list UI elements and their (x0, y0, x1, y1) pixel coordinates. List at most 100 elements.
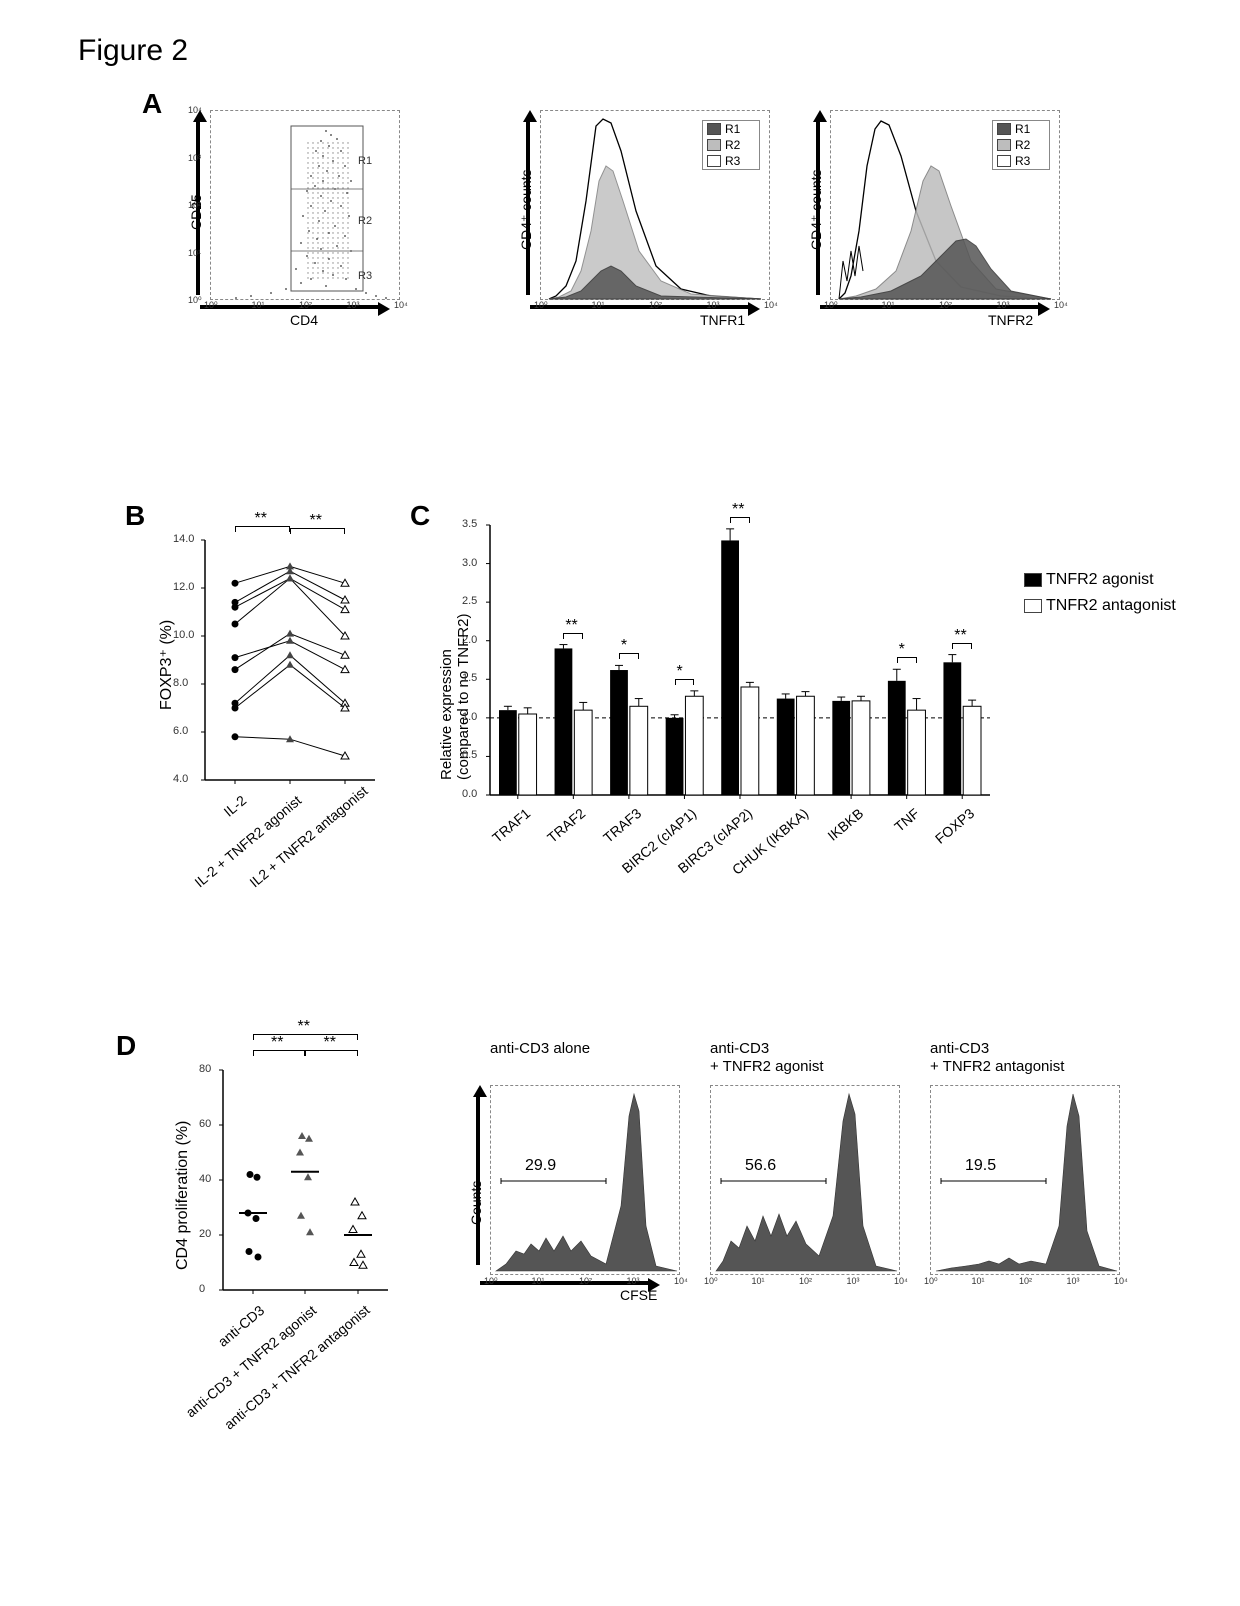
log-tick: 10⁴ (188, 105, 202, 115)
log-tick: 10² (188, 200, 201, 210)
y-tick: 6.0 (173, 725, 188, 737)
log-tick: 10² (649, 300, 662, 310)
y-tick: 0.5 (462, 749, 477, 761)
region-label-r2: R2 (358, 215, 372, 227)
log-tick: 10⁰ (188, 295, 202, 306)
hist-title: anti-CD3 alone (490, 1040, 590, 1057)
log-tick: 10⁴ (894, 1276, 908, 1286)
log-tick: 10³ (627, 1276, 640, 1286)
x-tick: IL2 + TNFR2 antagonist (246, 792, 359, 890)
log-tick: 10² (939, 300, 952, 310)
y-tick: 3.0 (462, 557, 477, 569)
panel-label-b: B (125, 500, 145, 532)
legend-c: TNFR2 agonist TNFR2 antagonist (1020, 570, 1180, 616)
legend-label: TNFR2 agonist (1046, 571, 1154, 589)
panel-d-plot (185, 1040, 405, 1310)
panel-c-plot (445, 510, 1005, 810)
log-tick: 10⁰ (824, 300, 838, 311)
log-tick: 10⁴ (1114, 1276, 1128, 1286)
log-tick: 10⁴ (674, 1276, 688, 1286)
hist-percent: 56.6 (745, 1157, 776, 1175)
legend-label: R3 (1015, 154, 1030, 168)
y-tick: 8.0 (173, 677, 188, 689)
log-tick: 10⁰ (924, 1276, 938, 1287)
sig-label: * (676, 663, 682, 681)
log-tick: 10¹ (532, 1276, 545, 1286)
legend-tnfr2: R1 R2 R3 (992, 120, 1050, 170)
hist-percent: 19.5 (965, 1157, 996, 1175)
log-tick: 10¹ (252, 300, 265, 310)
hist-percent: 29.9 (525, 1157, 556, 1175)
legend-label: R1 (1015, 122, 1030, 136)
sig-label: * (899, 641, 905, 659)
sig-label: ** (255, 510, 267, 528)
y-tick: 0 (199, 1283, 205, 1295)
panel-b-plot (165, 520, 395, 800)
sig-label: ** (298, 1018, 310, 1036)
axis-label-tnfr1: TNFR1 (700, 312, 745, 328)
y-tick: 4.0 (173, 773, 188, 785)
y-tick: 2.0 (462, 634, 477, 646)
log-tick: 10³ (347, 300, 360, 310)
log-tick: 10⁰ (704, 1276, 718, 1287)
axis-arrow (480, 1281, 650, 1285)
sig-label: * (621, 637, 627, 655)
log-tick: 10² (799, 1276, 812, 1286)
legend-tnfr1: R1 R2 R3 (702, 120, 760, 170)
region-label-r3: R3 (358, 270, 372, 282)
axis-label-tnfr2: TNFR2 (988, 312, 1033, 328)
y-tick: 1.5 (462, 672, 477, 684)
panel-label-c: C (410, 500, 430, 532)
legend-label: TNFR2 antagonist (1046, 597, 1176, 615)
x-tick: FOXP3 (860, 805, 978, 907)
y-tick: 80 (199, 1063, 211, 1075)
log-tick: 10¹ (972, 1276, 985, 1286)
log-tick: 10³ (707, 300, 720, 310)
cfse-hist (930, 1085, 1120, 1275)
log-tick: 10³ (997, 300, 1010, 310)
legend-label: R2 (1015, 138, 1030, 152)
log-tick: 10³ (1067, 1276, 1080, 1286)
log-tick: 10² (299, 300, 312, 310)
axis-label-cd4prolif: CD4 proliferation (%) (174, 1121, 192, 1270)
log-tick: 10¹ (188, 248, 201, 258)
log-tick: 10² (1019, 1276, 1032, 1286)
hist-title: anti-CD3 (710, 1040, 769, 1057)
cfse-hist (710, 1085, 900, 1275)
log-tick: 10³ (847, 1276, 860, 1286)
y-tick: 10.0 (173, 629, 194, 641)
log-tick: 10¹ (752, 1276, 765, 1286)
y-tick: 14.0 (173, 533, 194, 545)
y-tick: 1.0 (462, 711, 477, 723)
panel-label-d: D (116, 1030, 136, 1062)
log-tick: 10¹ (592, 300, 605, 310)
cfse-hist (490, 1085, 680, 1275)
legend-label: R3 (725, 154, 740, 168)
legend-label: R2 (725, 138, 740, 152)
log-tick: 10⁰ (534, 300, 548, 311)
log-tick: 10⁴ (764, 300, 778, 310)
y-tick: 3.5 (462, 518, 477, 530)
log-tick: 10⁴ (1054, 300, 1068, 310)
log-tick: 10⁰ (484, 1276, 498, 1287)
region-label-r1: R1 (358, 155, 372, 167)
log-tick: 10¹ (882, 300, 895, 310)
log-tick: 10⁰ (204, 300, 218, 311)
axis-label-counts: Counts (468, 1181, 484, 1225)
log-tick: 10⁴ (394, 300, 408, 310)
log-tick: 10³ (188, 153, 201, 163)
hist-title: anti-CD3 (930, 1040, 989, 1057)
sig-label: ** (310, 512, 322, 530)
axis-label-cd4counts2: CD4⁺ counts (808, 169, 825, 250)
figure-title: Figure 2 (78, 34, 188, 68)
hist-title: + TNFR2 antagonist (930, 1058, 1064, 1075)
y-tick: 60 (199, 1118, 211, 1130)
y-tick: 2.5 (462, 595, 477, 607)
axis-label-cd4: CD4 (290, 312, 318, 328)
y-tick: 20 (199, 1228, 211, 1240)
legend-label: R1 (725, 122, 740, 136)
y-tick: 0.0 (462, 788, 477, 800)
sig-label: ** (732, 501, 744, 519)
log-tick: 10² (579, 1276, 592, 1286)
sig-label: ** (954, 627, 966, 645)
